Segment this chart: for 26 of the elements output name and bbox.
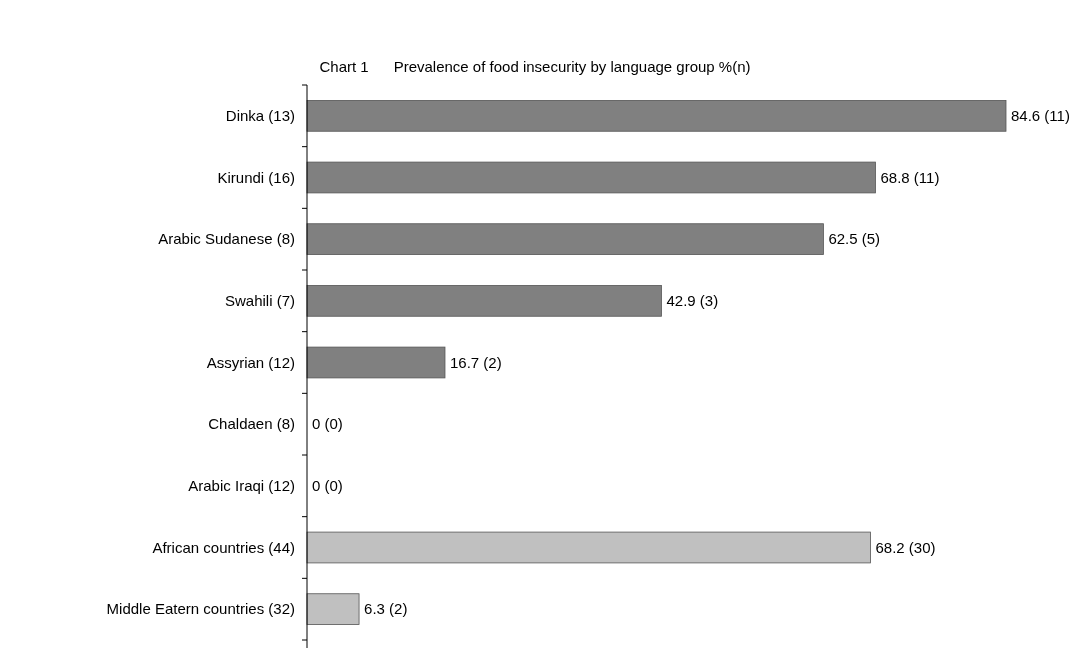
data-label: 68.8 (11) — [880, 168, 940, 186]
bar — [306, 593, 360, 625]
data-label: 6.3 (2) — [364, 600, 408, 618]
y-tick-label: Kirundi (16) — [217, 168, 295, 186]
data-label: 42.9 (3) — [666, 292, 719, 310]
y-tick-label: Dinka (13) — [225, 107, 295, 125]
y-tick-label: Swahili (7) — [224, 292, 295, 310]
bar — [306, 100, 1007, 132]
y-tick-label: Assyrian (12) — [206, 353, 295, 371]
bar — [306, 161, 876, 194]
data-label: 16.7 (2) — [449, 353, 502, 371]
data-label: 0 (0) — [312, 477, 343, 495]
y-tick-label: Middle Eatern countries (32) — [106, 600, 295, 618]
data-label: 0 (0) — [312, 415, 343, 433]
bar — [306, 223, 824, 255]
data-label: 62.5 (5) — [828, 230, 881, 248]
bar — [306, 531, 871, 564]
y-tick-label: Chaldaen (8) — [208, 415, 295, 433]
bar — [306, 285, 662, 317]
data-label: 84.6 (11) — [1011, 107, 1070, 125]
data-label: 68.2 (30) — [875, 538, 936, 556]
bar — [306, 346, 446, 379]
y-tick-label: African countries (44) — [152, 538, 295, 556]
y-tick-label: Arabic Iraqi (12) — [188, 477, 295, 495]
y-tick-label: Arabic Sudanese (8) — [158, 230, 295, 248]
chart-title: Chart 1 Prevalence of food insecurity by language group %(n) — [319, 58, 751, 75]
